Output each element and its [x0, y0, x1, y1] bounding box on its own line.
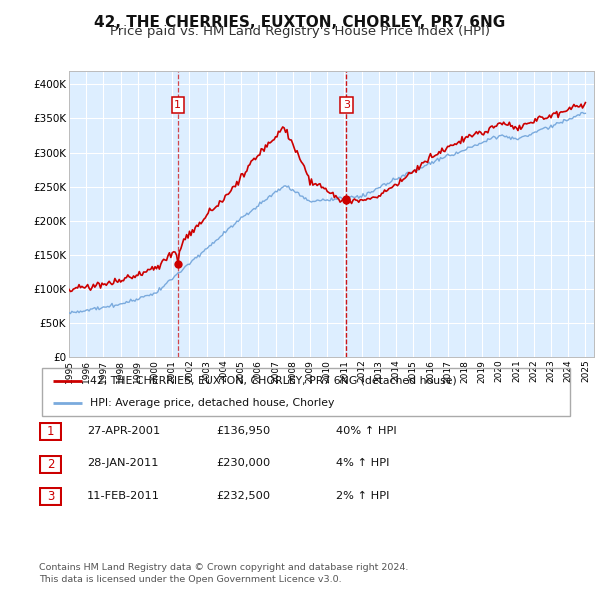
Text: £232,500: £232,500 — [216, 491, 270, 500]
Text: 28-JAN-2011: 28-JAN-2011 — [87, 458, 158, 468]
Text: 4% ↑ HPI: 4% ↑ HPI — [336, 458, 389, 468]
Text: 3: 3 — [47, 490, 54, 503]
Text: 1: 1 — [47, 425, 54, 438]
Text: 27-APR-2001: 27-APR-2001 — [87, 426, 160, 435]
Text: £136,950: £136,950 — [216, 426, 270, 435]
Text: HPI: Average price, detached house, Chorley: HPI: Average price, detached house, Chor… — [89, 398, 334, 408]
Text: 2: 2 — [47, 458, 54, 471]
Text: Price paid vs. HM Land Registry's House Price Index (HPI): Price paid vs. HM Land Registry's House … — [110, 25, 490, 38]
Text: £230,000: £230,000 — [216, 458, 270, 468]
Text: Contains HM Land Registry data © Crown copyright and database right 2024.
This d: Contains HM Land Registry data © Crown c… — [39, 563, 409, 584]
Text: 3: 3 — [343, 100, 350, 110]
Text: 1: 1 — [174, 100, 181, 110]
Text: 42, THE CHERRIES, EUXTON, CHORLEY, PR7 6NG: 42, THE CHERRIES, EUXTON, CHORLEY, PR7 6… — [94, 15, 506, 30]
Text: 40% ↑ HPI: 40% ↑ HPI — [336, 426, 397, 435]
Text: 2% ↑ HPI: 2% ↑ HPI — [336, 491, 389, 500]
Text: 11-FEB-2011: 11-FEB-2011 — [87, 491, 160, 500]
Text: 42, THE CHERRIES, EUXTON, CHORLEY, PR7 6NG (detached house): 42, THE CHERRIES, EUXTON, CHORLEY, PR7 6… — [89, 376, 456, 386]
